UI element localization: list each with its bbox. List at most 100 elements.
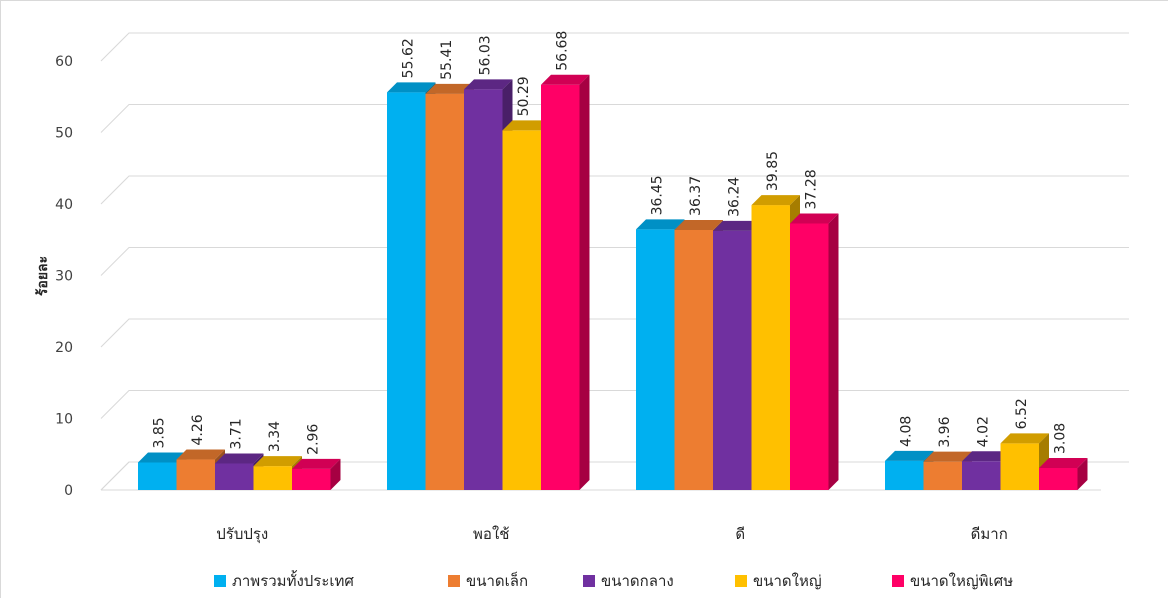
bar [1039, 457, 1088, 490]
data-label: 36.37 [688, 176, 704, 216]
y-tick-label: 40 [55, 197, 73, 213]
y-tick-label: 20 [55, 340, 73, 356]
bar-front [674, 229, 713, 490]
bar [292, 458, 341, 490]
gridlines [100, 32, 1129, 491]
y-tick-label: 10 [55, 412, 73, 428]
data-label: 2.96 [305, 424, 321, 455]
bar-front [1000, 443, 1039, 490]
bar-front [387, 92, 426, 490]
legend-item: ภาพรวมทั้งประเทศ [214, 570, 354, 590]
bar-front [502, 130, 541, 490]
y-tick-label: 60 [55, 54, 73, 70]
data-label: 37.28 [803, 169, 819, 209]
bar-front [713, 230, 752, 490]
bar-top [138, 452, 187, 463]
data-label: 55.62 [400, 38, 416, 78]
bar-top [176, 449, 225, 460]
bar-top [502, 120, 551, 131]
data-label: 3.71 [228, 418, 244, 449]
bar-front [790, 223, 829, 490]
bar-top [292, 458, 341, 469]
data-label: 36.45 [649, 175, 665, 215]
bar-top [674, 219, 723, 230]
data-label: 55.41 [439, 40, 455, 80]
x-category-label: ปรับปรุง [216, 525, 268, 544]
legend-label: ขนาดกลาง [601, 572, 674, 590]
bar-top [962, 451, 1011, 462]
gridline [100, 32, 1129, 62]
data-labels: 3.85 4.26 3.71 3.34 2.96 55.62 55.41 56.03 50.29… [151, 31, 1068, 455]
legend-swatch [214, 575, 226, 587]
bar [541, 74, 590, 490]
bar-front [541, 84, 580, 490]
data-label: 56.68 [554, 31, 570, 71]
bar-front [176, 459, 215, 490]
bar-front [751, 205, 790, 490]
gridline [100, 390, 1129, 419]
legend: ภาพรวมทั้งประเทศ ขนาดเล็ก ขนาดกลาง ขนาดใหญ่… [214, 570, 1013, 590]
bar-front [425, 93, 464, 491]
bar-top [387, 82, 436, 93]
data-label: 50.29 [516, 76, 532, 116]
bar-top [923, 451, 972, 462]
data-label: 3.08 [1052, 423, 1068, 454]
bar-front [962, 461, 1001, 490]
data-label: 3.34 [267, 421, 283, 452]
data-label: 3.96 [937, 416, 953, 447]
bar-front [215, 463, 254, 490]
legend-item: ขนาดกลาง [583, 572, 674, 590]
bar-front [1039, 467, 1078, 490]
legend-swatch [892, 575, 904, 587]
x-category-label: ดีมาก [971, 525, 1008, 543]
gridline [100, 175, 1129, 205]
bar-side [579, 74, 590, 490]
legend-swatch [735, 575, 747, 587]
x-category-label: พอใช้ [473, 525, 509, 543]
bar-front [292, 468, 331, 490]
bar-top [713, 220, 762, 231]
bar-top [541, 74, 590, 85]
legend-swatch [448, 575, 460, 587]
y-tick-label: 0 [64, 483, 73, 499]
bar-top [425, 83, 474, 94]
bar-top [790, 213, 839, 224]
gridline [100, 247, 1129, 276]
bar-side [828, 213, 839, 490]
bar-side [1077, 457, 1088, 490]
bars [138, 74, 1088, 491]
bar-top [464, 79, 513, 90]
data-label: 4.02 [975, 416, 991, 447]
bar-front [253, 466, 292, 490]
data-label: 3.85 [151, 417, 167, 448]
data-label: 36.24 [726, 177, 742, 217]
legend-swatch [583, 575, 595, 587]
bar-top [885, 450, 934, 461]
bar-front [636, 229, 675, 490]
x-axis-categories: ปรับปรุง พอใช้ ดี ดีมาก [216, 525, 1008, 544]
bar-top [751, 195, 800, 206]
legend-label: ขนาดใหญ่พิเศษ [910, 572, 1013, 590]
y-axis-ticks: 0 10 20 30 40 50 60 [55, 54, 73, 499]
bar-top [1000, 433, 1049, 444]
bar-top [215, 453, 264, 464]
bar-front [138, 462, 177, 490]
bar-top [636, 219, 685, 230]
y-tick-label: 50 [55, 126, 73, 142]
bar-front [464, 89, 503, 490]
bar-front [923, 461, 962, 490]
data-label: 4.08 [898, 416, 914, 447]
y-axis-label: ร้อยละ [35, 256, 51, 296]
bar-front [885, 460, 924, 490]
data-label: 39.85 [765, 151, 781, 191]
bar-top [253, 456, 302, 467]
y-tick-label: 30 [55, 269, 73, 285]
legend-item: ขนาดใหญ่ [735, 572, 822, 590]
gridline [100, 318, 1129, 348]
data-label: 6.52 [1014, 398, 1030, 429]
legend-label: ภาพรวมทั้งประเทศ [232, 570, 354, 590]
bar-top [1039, 457, 1088, 468]
data-label: 4.26 [190, 414, 206, 445]
